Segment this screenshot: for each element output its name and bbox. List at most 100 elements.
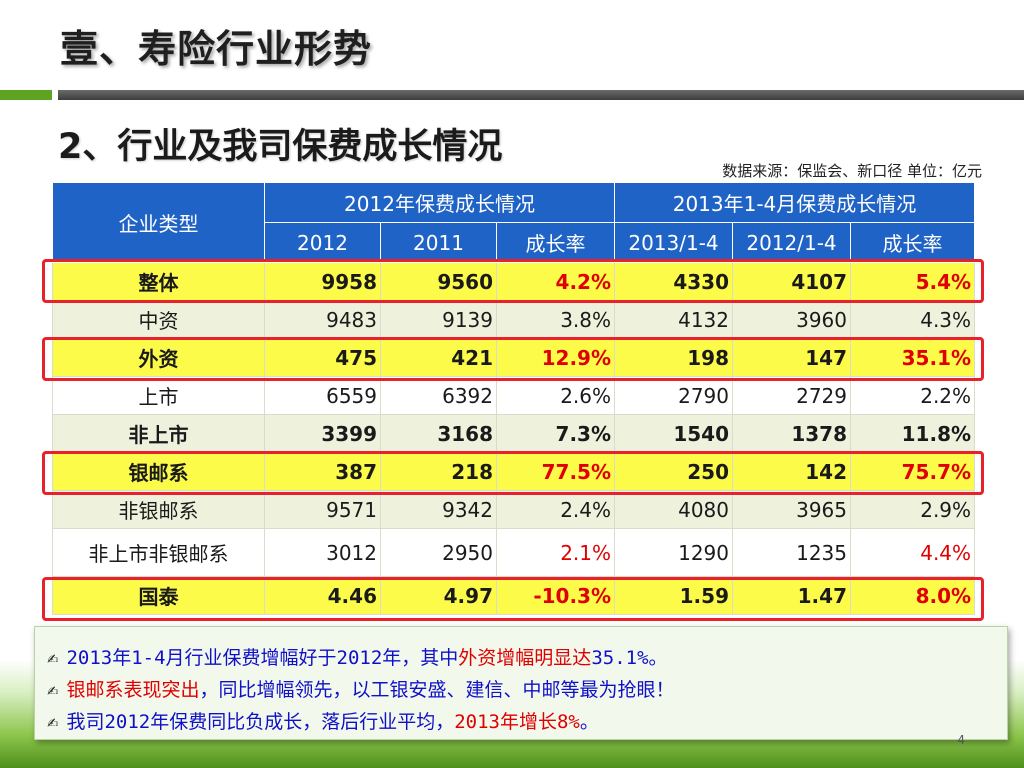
table-row: 银邮系 387 218 77.5% 250 142 75.7% [52, 452, 976, 491]
subheader-growth-rate-2013: 成长率 [849, 222, 976, 263]
table-cell: 3960 [732, 300, 851, 339]
table-cell: 4.2% [496, 262, 615, 301]
row-category: 中资 [52, 300, 265, 339]
table-cell: 6559 [264, 376, 381, 415]
row-category: 上市 [52, 376, 265, 415]
table-cell: 35.1% [849, 338, 976, 377]
summary-notes-box: ✍ 2013年1-4月行业保费增幅好于2012年，其中外资增幅明显达35.1%。 … [34, 626, 1008, 747]
note-highlight: 外资增幅明显达 [458, 647, 592, 669]
table-cell: 2950 [380, 528, 497, 577]
table-cell: 4080 [614, 490, 733, 529]
table-cell: 1.59 [614, 576, 733, 615]
note-line-1: ✍ 2013年1-4月行业保费增幅好于2012年，其中外资增幅明显达35.1%。 [47, 643, 668, 670]
row-category: 国泰 [52, 576, 265, 615]
note-text: 2013年1-4月行业保费增幅好于2012年，其中 [66, 647, 459, 669]
table-cell: 2.4% [496, 490, 615, 529]
table-cell: 2.6% [496, 376, 615, 415]
note-line-2: ✍ 银邮系表现突出，同比增幅领先，以工银安盛、建信、中邮等最为抢眼！ [47, 675, 674, 702]
premium-growth-table: 企业类型 2012年保费成长情况 2013年1-4月保费成长情况 2012 20… [52, 182, 976, 615]
table-cell: 6392 [380, 376, 497, 415]
source-note: 数据来源：保监会、新口径 单位：亿元 [722, 162, 982, 180]
subheader-2012-jan-apr: 2012/1-4 [732, 222, 851, 263]
table-cell: 5.4% [849, 262, 976, 301]
row-category: 外资 [52, 338, 265, 377]
note-text: 。 [648, 647, 668, 669]
row-category: 非上市 [52, 414, 265, 453]
table-row: 外资 475 421 12.9% 198 147 35.1% [52, 338, 976, 377]
main-title: 壹、寿险行业形势 [60, 27, 373, 71]
table-cell: 9571 [264, 490, 381, 529]
header-2013-jan-apr-growth: 2013年1-4月保费成长情况 [613, 182, 976, 223]
note-text: 。 [579, 711, 599, 733]
table-cell: 12.9% [496, 338, 615, 377]
table-row: 整体 9958 9560 4.2% 4330 4107 5.4% [52, 262, 976, 301]
row-category: 银邮系 [52, 452, 265, 491]
table-cell: 2.9% [849, 490, 976, 529]
table-row: 国泰 4.46 4.97 -10.3% 1.59 1.47 8.0% [52, 576, 976, 615]
table-cell: 475 [264, 338, 381, 377]
table-cell: 198 [614, 338, 733, 377]
row-category: 整体 [52, 262, 265, 301]
writing-hand-icon: ✍ [47, 711, 59, 733]
table-cell: 2.2% [849, 376, 976, 415]
row-category: 非上市非银邮系 [52, 528, 265, 577]
note-text: 35.1% [591, 647, 649, 669]
table-cell: 421 [380, 338, 497, 377]
table-cell: 2790 [614, 376, 733, 415]
table-cell: 77.5% [496, 452, 615, 491]
table-cell: 147 [732, 338, 851, 377]
table-cell: 4107 [732, 262, 851, 301]
table-cell: 3399 [264, 414, 381, 453]
header-2012-growth: 2012年保费成长情况 [264, 182, 615, 223]
table-row: 非上市 3399 3168 7.3% 1540 1378 11.8% [52, 414, 976, 453]
table-cell: 4330 [614, 262, 733, 301]
table-cell: 4.3% [849, 300, 976, 339]
table-cell: 4132 [614, 300, 733, 339]
table-cell: 9958 [264, 262, 381, 301]
table-cell: 142 [732, 452, 851, 491]
table-cell: 3168 [380, 414, 497, 453]
table-cell: 218 [380, 452, 497, 491]
table-cell: 1235 [732, 528, 851, 577]
table-cell: 387 [264, 452, 381, 491]
table-cell: 2729 [732, 376, 851, 415]
note-line-3: ✍ 我司2012年保费同比负成长，落后行业平均，2013年增长8%。 [47, 707, 599, 734]
table-row: 上市 6559 6392 2.6% 2790 2729 2.2% [52, 376, 976, 415]
slide-subtitle: 2、行业及我司保费成长情况 [58, 127, 503, 167]
table-cell: 4.46 [264, 576, 381, 615]
header-enterprise-type: 企业类型 [52, 182, 265, 263]
page-number: 4 [957, 733, 965, 747]
table-cell: 9139 [380, 300, 497, 339]
table-cell: 3012 [264, 528, 381, 577]
note-text: ，同比增幅领先，以工银安盛、建信、中邮等最为抢眼！ [199, 679, 675, 701]
table-cell: 11.8% [849, 414, 976, 453]
row-category: 非银邮系 [52, 490, 265, 529]
table-cell: 75.7% [849, 452, 976, 491]
table-cell: 3.8% [496, 300, 615, 339]
table-row: 中资 9483 9139 3.8% 4132 3960 4.3% [52, 300, 976, 339]
note-text: 我司2012年保费同比负成长，落后行业平均， [66, 711, 455, 733]
subheader-growth-rate-2012: 成长率 [496, 222, 615, 263]
table-cell: 7.3% [496, 414, 615, 453]
table-cell: 1540 [614, 414, 733, 453]
table-cell: 9483 [264, 300, 381, 339]
table-cell: 9342 [380, 490, 497, 529]
subheader-2011: 2011 [380, 222, 497, 263]
table-cell: 250 [614, 452, 733, 491]
title-divider-bar [58, 90, 1024, 100]
table-cell: 2.1% [496, 528, 615, 577]
table-cell: 3965 [732, 490, 851, 529]
table-row: 非上市非银邮系 3012 2950 2.1% 1290 1235 4.4% [52, 528, 976, 577]
table-cell: 1378 [732, 414, 851, 453]
table-row: 非银邮系 9571 9342 2.4% 4080 3965 2.9% [52, 490, 976, 529]
table-cell: 4.97 [380, 576, 497, 615]
table-cell: 9560 [380, 262, 497, 301]
table-cell: 1.47 [732, 576, 851, 615]
table-cell: 1290 [614, 528, 733, 577]
note-highlight: 银邮系表现突出 [66, 679, 200, 701]
accent-green-bar [0, 90, 52, 100]
note-highlight: 2013年增长8% [454, 711, 580, 733]
table-cell: 4.4% [849, 528, 976, 577]
writing-hand-icon: ✍ [47, 679, 59, 701]
subheader-2012: 2012 [264, 222, 381, 263]
